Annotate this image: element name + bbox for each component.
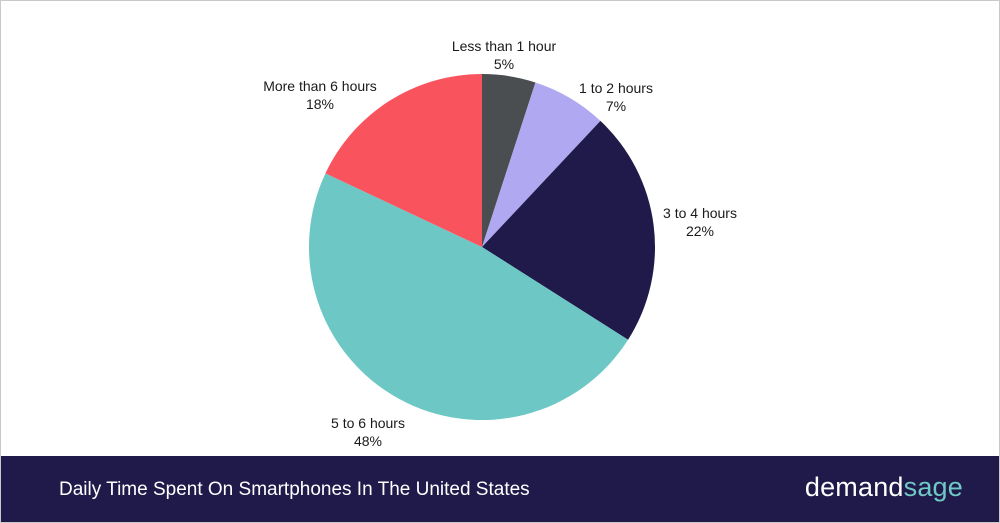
slice-percent-label: 48% xyxy=(354,433,382,449)
footer-bar: Daily Time Spent On Smartphones In The U… xyxy=(1,456,999,522)
pie-slice-more-than-6-hours xyxy=(325,73,482,247)
pie-slice-less-than-1-hour xyxy=(482,74,536,247)
chart-title: Daily Time Spent On Smartphones In The U… xyxy=(59,479,530,500)
pie-slices xyxy=(308,73,656,421)
pie-slice-1-to-2-hours xyxy=(482,82,601,247)
logo-text-demand: demand xyxy=(804,472,904,502)
slice-percent-label: 22% xyxy=(686,223,714,239)
slice-percent-label: 7% xyxy=(606,98,626,114)
pie-chart: Less than 1 hour 5% 1 to 2 hours 7% 3 to 4 h… xyxy=(263,38,737,449)
slice-label: 3 to 4 hours xyxy=(663,205,737,221)
slice-percent-label: 5% xyxy=(494,56,514,72)
slice-percent-label: 18% xyxy=(306,96,334,112)
pie-slice-5-to-6-hours xyxy=(308,173,629,421)
slice-label: Less than 1 hour xyxy=(452,38,557,54)
pie-slice-3-to-4-hours xyxy=(482,120,656,340)
demandsage-logo: demandsage xyxy=(805,472,963,503)
pie-labels: Less than 1 hour 5% 1 to 2 hours 7% 3 to 4 h… xyxy=(263,38,737,449)
slice-label: 1 to 2 hours xyxy=(579,80,653,96)
slice-label: 5 to 6 hours xyxy=(331,415,405,431)
logo-text-sage: sage xyxy=(903,472,963,502)
slice-label: More than 6 hours xyxy=(263,78,377,94)
